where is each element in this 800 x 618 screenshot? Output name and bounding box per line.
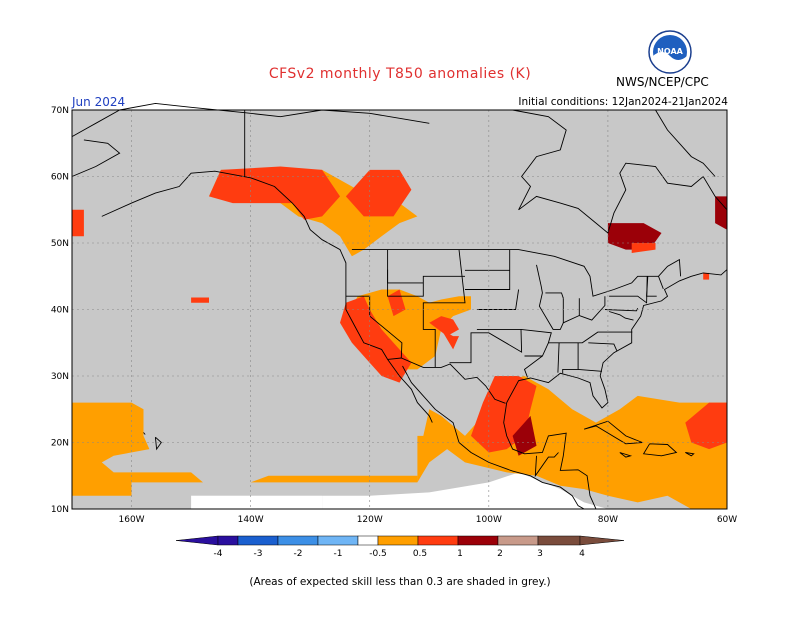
- initial-conditions: Initial conditions: 12Jan2024-21Jan2024: [518, 96, 728, 108]
- colorbar-segment: [417, 535, 459, 546]
- border-15: [557, 342, 560, 373]
- border-16: [562, 342, 579, 374]
- skill-caption: (Areas of expected skill less than 0.3 a…: [249, 576, 551, 588]
- latitude-labels: 70N 60N 50N 40N 30N 20N 10N: [51, 106, 69, 515]
- colorbar-label: -0.5: [369, 549, 387, 559]
- coast-pacific-north: [101, 170, 433, 423]
- colorbar-segment: [457, 535, 499, 546]
- anomaly-colorado-red: [429, 316, 459, 337]
- coast-baffin: [655, 109, 716, 177]
- anomaly-atlantic-red: [685, 402, 727, 450]
- border-7: [387, 269, 424, 284]
- coast-mexico-pacific: [402, 365, 585, 510]
- colorbar-label: 0.5: [413, 549, 427, 559]
- anomaly-california-red: [340, 296, 412, 383]
- svg-text:NOAA: NOAA: [657, 47, 683, 56]
- border-20: [536, 264, 564, 330]
- graticule: [72, 110, 727, 509]
- anomaly-newmexico-red: [441, 329, 459, 350]
- colorbar-segment: [237, 535, 279, 546]
- lat-label: 10N: [51, 505, 69, 515]
- border-8: [465, 249, 511, 290]
- coast-hawaii: [154, 436, 162, 451]
- colorbar-segment: [357, 535, 379, 546]
- border-2: [387, 357, 506, 404]
- anomaly-canada-red: [345, 169, 412, 217]
- anomaly-pacific-orange: [72, 402, 418, 483]
- coast-hudson-bay: [518, 162, 728, 234]
- border-13: [523, 355, 543, 378]
- chart-title: CFSv2 monthly T850 anomalies (K): [268, 66, 532, 82]
- border-18: [588, 342, 618, 351]
- lon-label: 100W: [476, 515, 502, 525]
- border-24: [608, 311, 634, 321]
- border-23: [604, 308, 639, 312]
- lon-label: 140W: [238, 515, 264, 525]
- border-21: [578, 296, 606, 321]
- border-22: [563, 315, 580, 324]
- coast-bering: [71, 139, 121, 177]
- anomaly-alaska-red: [209, 166, 340, 220]
- coast-oahu: [143, 432, 146, 435]
- noaa-logo-icon: NOAA: [648, 30, 692, 74]
- border-26: [646, 276, 657, 297]
- lon-label: 80W: [598, 515, 618, 525]
- coast-hudson-west: [512, 109, 567, 211]
- border-3: [534, 452, 559, 478]
- lat-label: 40N: [51, 306, 69, 316]
- colorbar-arrow-right: [579, 535, 625, 546]
- border-17: [578, 368, 603, 372]
- coast-atlantic: [506, 269, 728, 409]
- border-27: [658, 276, 664, 290]
- lat-label: 30N: [51, 372, 69, 382]
- border-19: [545, 292, 564, 299]
- lon-label: 60W: [717, 515, 737, 525]
- colorbar-label: -2: [294, 549, 303, 559]
- anomaly-labrador-dark: [715, 196, 727, 230]
- lon-label: 160W: [119, 515, 145, 525]
- anomaly-bering-red: [72, 209, 84, 237]
- colorbar-segment: [537, 535, 581, 546]
- colorbar-label: 3: [537, 549, 543, 559]
- agency-label: NWS/NCEP/CPC: [616, 75, 709, 89]
- colorbar-label: -4: [214, 549, 223, 559]
- coast-puerto-rico: [685, 452, 695, 457]
- anomaly-quebec-red: [631, 243, 656, 253]
- lat-label: 20N: [51, 439, 69, 449]
- map-frame: [71, 109, 728, 510]
- lat-label: 60N: [51, 173, 69, 183]
- coast-arctic: [119, 102, 430, 124]
- colorbar-segment: [217, 535, 239, 546]
- coast-hispaniola: [642, 443, 678, 457]
- colorbar-segment: [497, 535, 539, 546]
- anomaly-mexico-dark: [512, 415, 537, 456]
- colorbar-label: 1: [457, 549, 463, 559]
- border-0: [351, 249, 682, 297]
- colorbar-segment: [317, 535, 359, 546]
- anomaly-pacific-red-spot: [191, 297, 209, 303]
- longitude-labels: 160W 140W 120W 100W 80W 60W: [119, 515, 738, 525]
- anomaly-maritimes-red: [703, 272, 710, 280]
- colorbar-segment: [277, 535, 319, 546]
- colorbar-arrow-left: [175, 535, 219, 546]
- colorbar-label: -3: [254, 549, 263, 559]
- coast-alaska-west: [71, 109, 120, 137]
- lat-label: 50N: [51, 239, 69, 249]
- lon-label: 120W: [357, 515, 383, 525]
- border-14: [548, 331, 633, 344]
- colorbar-segment: [377, 535, 419, 546]
- lat-label: 70N: [51, 106, 69, 116]
- colorbar-label: 4: [579, 549, 585, 559]
- border-10: [476, 289, 520, 310]
- anomaly-pacific-orange-west: [72, 475, 132, 496]
- forecast-month: Jun 2024: [72, 95, 126, 109]
- coast-jamaica: [619, 452, 633, 458]
- border-4: [422, 249, 466, 368]
- colorbar-label: -1: [334, 549, 343, 559]
- colorbar-label: 2: [497, 549, 503, 559]
- coast-gulf-mexico: [503, 402, 597, 510]
